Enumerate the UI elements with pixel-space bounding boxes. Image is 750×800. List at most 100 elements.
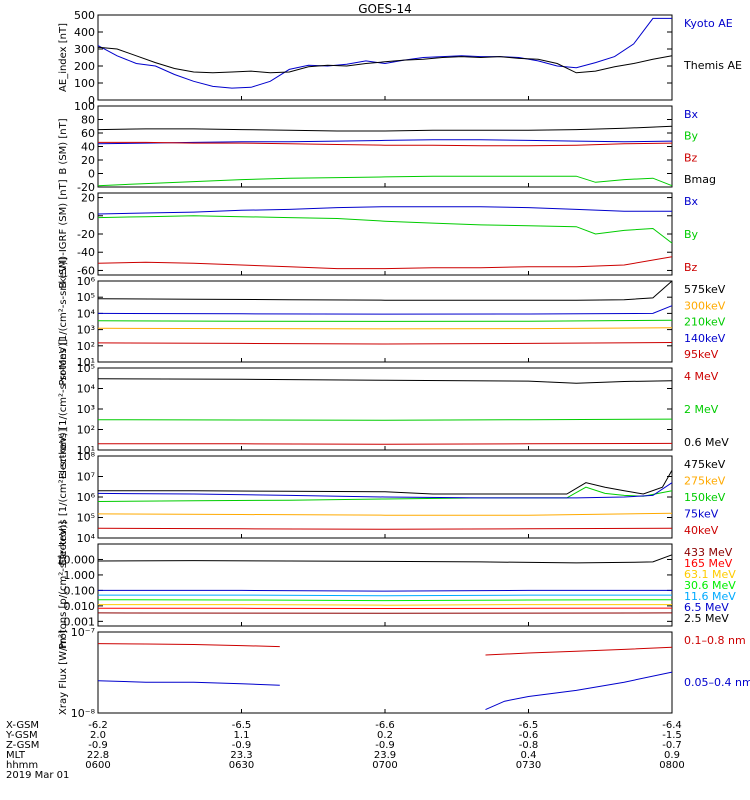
series-line [97,512,673,516]
series-line [97,215,673,244]
footer-value: -0.9 [232,740,252,751]
y-axis-label: Protons [1/(cm²-s-sr-keV)] [58,257,69,385]
footer-value: -0.7 [662,740,682,751]
y-tick-label: 0.001 [64,615,96,628]
y-tick-label: 10⁴ [77,383,96,396]
y-tick-label: 10¹ [77,356,95,369]
y-axis-label: B (SM)-IGRF (SM) [nT] [58,179,69,288]
legend-entry: Kyoto AE [684,17,733,30]
y-tick-label: 1.000 [64,569,96,582]
legend-entry: Bz [684,261,698,274]
series-line [485,646,673,656]
legend-entry: 30.6 MeV [684,579,736,592]
legend-entry: 0.1–0.8 nm [684,634,746,647]
y-tick-label: 10⁷ [77,471,95,484]
footer-date: 2019 Mar 01 [6,770,69,781]
legend-entry: Themis AE [683,59,742,72]
y-tick-label: 0.100 [64,584,96,597]
footer-value: 0.9 [664,750,680,761]
panel-6: 10⁴ 10⁵ 10⁶ 10⁷ 10⁸ Electrons [1/(cm²-s-sr-ke… [58,428,726,565]
series-line [97,319,673,322]
footer-value: 23.9 [374,750,396,761]
footer-value: 0800 [659,760,684,771]
series-line [97,378,673,384]
y-axis-label: Xray Flux [W/m²] [58,630,69,715]
y-tick-label: 300 [74,43,95,56]
footer-value: 1.1 [234,730,250,741]
y-tick-label: 0 [88,210,95,223]
y-tick-label: -20 [77,181,95,194]
series-line [97,527,673,530]
series-line [98,141,673,147]
y-tick-label: 10² [77,340,95,353]
y-tick-label: -60 [77,264,95,277]
series-line [97,643,280,648]
panel-1: 0 100 200 300 400 500 AE_index [nT] Kyoto AE The… [58,9,742,107]
footer-value: 0730 [516,760,541,771]
legend-entry: Bmag [684,173,716,186]
series-line [98,470,673,495]
footer-value: -6.2 [88,720,108,731]
footer-value: 0700 [372,760,397,771]
footer-value: -6.6 [375,720,395,731]
footer-row-label: MLT [6,750,26,761]
y-tick-label: 200 [74,60,95,73]
footer-value: 0.2 [377,730,393,741]
series-line [97,482,673,499]
footer-value: 2.0 [90,730,106,741]
y-tick-label: 10⁵ [77,291,95,304]
legend-entry: 95keV [684,348,719,361]
y-tick-label: 0 [88,94,95,107]
plot-title: GOES-14 [358,2,412,16]
legend-entry: Bz [684,151,698,164]
legend-entry: 140keV [684,332,726,345]
panel-5: 10¹ 10² 10³ 10⁴ 10⁵ Electrons [1/(cm²-s-sr-Me… [58,339,729,479]
series-line [98,594,672,597]
y-tick-label: 10³ [77,324,95,337]
y-axis-label: Electrons [1/(cm²-s-sr-keV)] [58,428,69,565]
y-tick-label: 10⁵ [77,362,95,375]
footer-value: -0.9 [375,740,395,751]
y-tick-label: 100 [74,100,95,113]
series-line [98,589,672,592]
y-tick-label: 400 [74,26,95,39]
legend-entry: 4 MeV [684,370,719,383]
y-tick-label: -20 [77,228,95,241]
footer-row-label: Z-GSM [6,740,39,751]
y-tick-label: 0 [88,168,95,181]
footer-row-label: hhmm [6,760,38,771]
legend-entry: 0.6 MeV [684,436,729,449]
legend-entry: By [684,130,699,143]
y-tick-label: -40 [77,246,95,259]
y-tick-label: 60 [81,127,95,140]
y-tick-label: 10² [77,424,95,437]
legend-entry: 2 MeV [684,403,719,416]
series-line [97,342,673,345]
y-tick-label: 80 [81,114,95,127]
legend-entry: 275keV [684,475,726,488]
footer-value: 22.8 [87,750,109,761]
series-line [97,418,673,421]
panel-3: -60 -40 -20 0 20 B (SM)-IGRF (SM) [nT] Bx By Bz [58,179,699,288]
y-tick-label: 10¹ [77,444,95,457]
series-line [98,442,673,445]
y-axis-label: Protons [p/(cm²-s-sr-keV)] [58,521,69,649]
y-tick-label: 20 [81,192,95,205]
series-line [97,680,280,686]
y-tick-label: 10⁻⁷ [71,626,95,639]
y-tick-label: 0.010 [64,600,96,613]
series-line [485,671,673,711]
footer-row-label: Y-GSM [5,730,38,741]
y-tick-label: 10⁻⁸ [71,707,96,720]
y-tick-label: 10.000 [57,553,96,566]
legend-entry: Bx [684,195,699,208]
footer-value: -6.5 [232,720,252,731]
y-tick-label: 500 [74,9,95,22]
footer-value: -0.6 [519,730,539,741]
legend-entry: 0.05–0.4 nm [684,676,750,689]
legend-entry: Bx [684,108,699,121]
footer-value: -0.8 [519,740,539,751]
legend-entry: 575keV [684,283,726,296]
